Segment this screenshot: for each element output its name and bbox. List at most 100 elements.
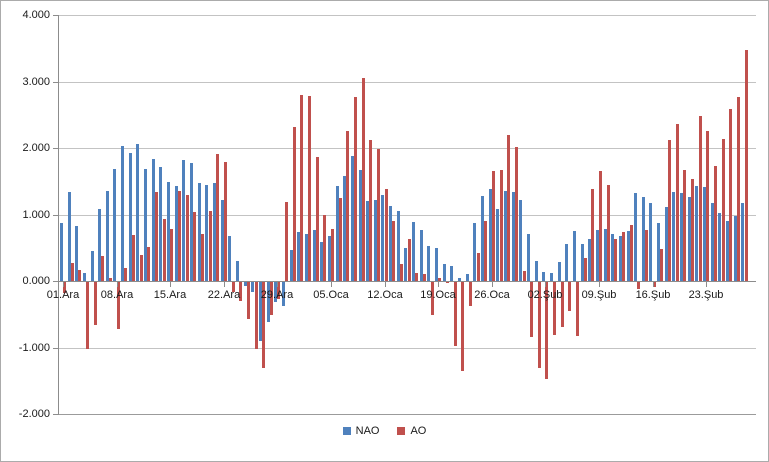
bar-ao-19.Oca[interactable]: [438, 278, 441, 281]
bar-ao-25.Ara[interactable]: [247, 282, 250, 319]
bar-nao-14.Ara[interactable]: [159, 167, 162, 281]
bar-nao-10.Şub[interactable]: [604, 229, 607, 281]
bar-nao-15.Ara[interactable]: [167, 182, 170, 281]
bar-nao-26.Oca[interactable]: [489, 189, 492, 281]
bar-ao-04.Oca[interactable]: [323, 215, 326, 281]
bar-nao-02.Oca[interactable]: [305, 234, 308, 281]
bar-nao-13.Şub[interactable]: [627, 231, 630, 281]
bar-ao-24.Oca[interactable]: [477, 253, 480, 281]
bar-ao-11.Oca[interactable]: [377, 149, 380, 281]
bar-nao-15.Oca[interactable]: [404, 248, 407, 281]
bar-ao-10.Şub[interactable]: [607, 185, 610, 281]
bar-ao-02.Ara[interactable]: [71, 263, 74, 281]
bar-nao-05.Oca[interactable]: [328, 236, 331, 281]
bar-ao-01.Oca[interactable]: [300, 95, 303, 281]
bar-ao-14.Oca[interactable]: [400, 264, 403, 281]
bar-ao-02.Oca[interactable]: [308, 96, 311, 281]
bar-ao-14.Ara[interactable]: [163, 219, 166, 281]
bar-nao-05.Ara[interactable]: [91, 251, 94, 281]
bar-ao-27.Şub[interactable]: [737, 97, 740, 281]
bar-nao-04.Oca[interactable]: [320, 242, 323, 281]
bar-ao-11.Şub[interactable]: [614, 239, 617, 281]
bar-ao-25.Şub[interactable]: [722, 139, 725, 281]
bar-ao-16.Oca[interactable]: [415, 273, 418, 281]
bar-nao-13.Oca[interactable]: [389, 206, 392, 281]
bar-ao-05.Ara[interactable]: [94, 282, 97, 325]
bar-ao-05.Oca[interactable]: [331, 229, 334, 281]
bar-nao-17.Oca[interactable]: [420, 230, 423, 281]
bar-ao-27.Oca[interactable]: [500, 170, 503, 281]
bar-nao-27.Ara[interactable]: [259, 282, 262, 341]
bar-ao-19.Şub[interactable]: [676, 124, 679, 281]
bar-nao-06.Şub[interactable]: [573, 231, 576, 281]
bar-nao-22.Ara[interactable]: [221, 200, 224, 281]
bar-nao-28.Ara[interactable]: [267, 282, 270, 322]
bar-ao-02.Şub[interactable]: [545, 282, 548, 379]
bar-nao-19.Ara[interactable]: [198, 183, 201, 281]
bar-nao-30.Oca[interactable]: [519, 200, 522, 281]
bar-nao-09.Şub[interactable]: [596, 230, 599, 281]
bar-ao-28.Oca[interactable]: [507, 135, 510, 281]
bar-ao-21.Oca[interactable]: [454, 282, 457, 346]
bar-ao-17.Oca[interactable]: [423, 274, 426, 281]
legend-item-ao[interactable]: AO: [397, 425, 426, 437]
bar-nao-18.Oca[interactable]: [427, 246, 430, 281]
bar-ao-03.Şub[interactable]: [553, 282, 556, 335]
bar-ao-12.Şub[interactable]: [622, 232, 625, 281]
bar-nao-01.Ara[interactable]: [60, 223, 63, 281]
bar-ao-18.Şub[interactable]: [668, 140, 671, 281]
bar-nao-18.Ara[interactable]: [190, 163, 193, 281]
bar-ao-23.Oca[interactable]: [469, 282, 472, 306]
bar-nao-14.Şub[interactable]: [634, 193, 637, 281]
bar-nao-28.Şub[interactable]: [741, 203, 744, 281]
bar-ao-06.Şub[interactable]: [576, 282, 579, 336]
bar-nao-17.Şub[interactable]: [657, 223, 660, 281]
bar-ao-20.Oca[interactable]: [446, 282, 449, 283]
bar-ao-10.Ara[interactable]: [132, 235, 135, 281]
bar-nao-27.Şub[interactable]: [734, 216, 737, 281]
bar-ao-13.Oca[interactable]: [392, 221, 395, 281]
bar-nao-06.Oca[interactable]: [336, 186, 339, 281]
bar-ao-01.Ara[interactable]: [63, 282, 66, 293]
bar-ao-12.Ara[interactable]: [147, 247, 150, 281]
bar-ao-06.Oca[interactable]: [339, 198, 342, 281]
bar-ao-09.Şub[interactable]: [599, 171, 602, 281]
bar-nao-10.Ara[interactable]: [129, 153, 132, 281]
bar-ao-27.Ara[interactable]: [262, 282, 265, 368]
bar-nao-03.Şub[interactable]: [550, 273, 553, 281]
bar-nao-20.Şub[interactable]: [680, 193, 683, 281]
bar-nao-08.Oca[interactable]: [351, 156, 354, 281]
bar-ao-28.Ara[interactable]: [270, 282, 273, 315]
bar-ao-07.Oca[interactable]: [346, 131, 349, 281]
bar-nao-11.Oca[interactable]: [374, 200, 377, 281]
bar-ao-15.Oca[interactable]: [408, 239, 411, 281]
bar-ao-23.Şub[interactable]: [706, 131, 709, 281]
bar-nao-26.Şub[interactable]: [726, 221, 729, 281]
bar-nao-07.Ara[interactable]: [106, 191, 109, 281]
bar-nao-09.Oca[interactable]: [359, 170, 362, 281]
bar-ao-08.Oca[interactable]: [354, 97, 357, 281]
bar-nao-28.Oca[interactable]: [504, 191, 507, 281]
bar-nao-24.Ara[interactable]: [236, 261, 239, 281]
bar-nao-16.Ara[interactable]: [175, 186, 178, 281]
bar-nao-19.Şub[interactable]: [672, 192, 675, 281]
bar-nao-02.Şub[interactable]: [542, 272, 545, 281]
bar-ao-28.Şub[interactable]: [745, 50, 748, 281]
bar-nao-11.Şub[interactable]: [611, 234, 614, 281]
bar-ao-29.Oca[interactable]: [515, 147, 518, 281]
bar-nao-27.Oca[interactable]: [496, 209, 499, 281]
bar-nao-29.Oca[interactable]: [512, 192, 515, 281]
bar-ao-09.Ara[interactable]: [124, 268, 127, 281]
bar-ao-03.Oca[interactable]: [316, 157, 319, 281]
bar-nao-03.Oca[interactable]: [313, 230, 316, 281]
bar-nao-05.Şub[interactable]: [565, 244, 568, 281]
bar-ao-16.Şub[interactable]: [653, 282, 656, 287]
bar-ao-04.Şub[interactable]: [561, 282, 564, 327]
bar-nao-17.Ara[interactable]: [182, 160, 185, 281]
bar-ao-29.Ara[interactable]: [277, 282, 280, 299]
bar-nao-12.Oca[interactable]: [381, 195, 384, 281]
bar-nao-09.Ara[interactable]: [121, 146, 124, 281]
bar-nao-30.Ara[interactable]: [282, 282, 285, 306]
bar-ao-11.Ara[interactable]: [140, 255, 143, 281]
bar-nao-31.Oca[interactable]: [527, 234, 530, 281]
